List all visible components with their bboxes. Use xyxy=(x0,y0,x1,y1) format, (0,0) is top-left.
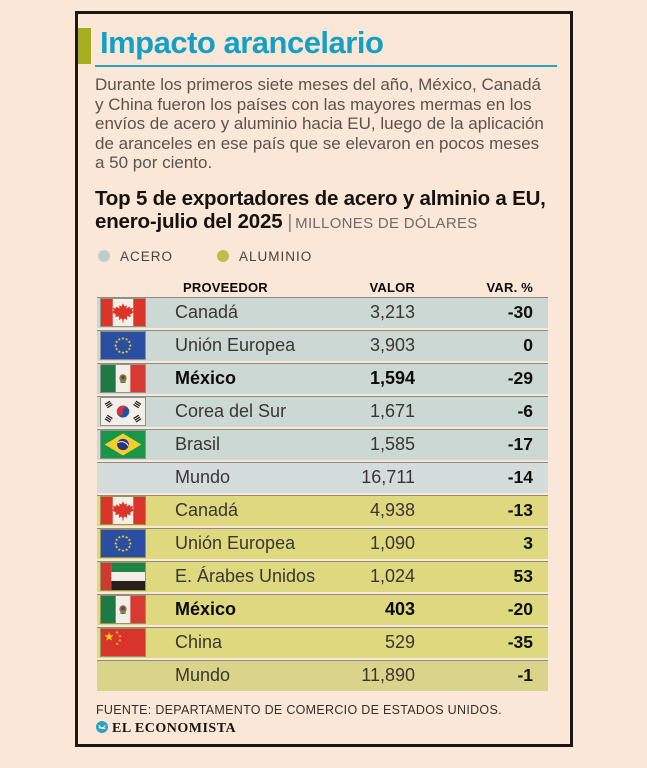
provider-name: Unión Europea xyxy=(175,533,296,554)
provider-name: México xyxy=(175,368,237,389)
var-percent-cell: 3 xyxy=(523,533,533,554)
table-header: PROVEEDOR VALOR VAR. % xyxy=(97,275,548,295)
intro-paragraph: Durante los primeros siete meses del año… xyxy=(95,75,544,173)
table-row: Unión Europea 3,903 0 xyxy=(97,329,548,361)
title-underline xyxy=(95,65,557,68)
var-percent-cell: -6 xyxy=(517,401,533,422)
el-economista-logo-icon xyxy=(96,720,108,738)
provider-name: Corea del Sur xyxy=(175,401,287,422)
value-cell: 529 xyxy=(384,632,415,653)
provider-name: Mundo xyxy=(175,467,231,488)
subtitle-separator: | xyxy=(287,212,293,234)
flag-mexico-icon xyxy=(100,595,146,625)
legend-label-acero: ACERO xyxy=(120,248,174,264)
flag-brazil-icon xyxy=(100,430,146,460)
value-cell: 16,711 xyxy=(361,467,415,488)
flag-eu-icon xyxy=(100,529,146,559)
var-percent-cell: -30 xyxy=(507,302,533,323)
column-header-var: VAR. % xyxy=(486,279,533,295)
provider-name: Canadá xyxy=(175,500,239,521)
table-row: Mundo 11,890 -1 xyxy=(97,659,548,691)
column-header-proveedor: PROVEEDOR xyxy=(183,279,268,295)
data-table: PROVEEDOR VALOR VAR. % Canadá 3,213 -30 Uni… xyxy=(97,275,548,691)
value-cell: 1,090 xyxy=(369,533,415,554)
var-percent-cell: 53 xyxy=(513,566,533,587)
flag-korea-icon xyxy=(100,397,146,427)
value-cell: 11,890 xyxy=(361,665,415,686)
footer: FUENTE: DEPARTAMENTO DE COMERCIO DE ESTA… xyxy=(96,703,554,738)
flag-world-icon xyxy=(101,662,145,689)
provider-name: Canadá xyxy=(175,302,239,323)
table-row: Corea del Sur 1,671 -6 xyxy=(97,395,548,427)
chart-title: Top 5 de exportadores de acero y alminio… xyxy=(95,187,557,236)
value-cell: 1,594 xyxy=(369,368,415,389)
value-cell: 1,024 xyxy=(369,566,415,587)
table-body: Canadá 3,213 -30 Unión Europea 3,903 0 México 1… xyxy=(97,296,548,691)
flag-uae-icon xyxy=(100,562,146,592)
flag-canada-icon xyxy=(100,496,146,526)
accent-bar xyxy=(78,28,91,64)
value-cell: 4,938 xyxy=(369,500,415,521)
value-cell: 1,585 xyxy=(369,434,415,455)
flag-eu-icon xyxy=(100,331,146,361)
var-percent-cell: -20 xyxy=(507,599,533,620)
table-row: Brasil 1,585 -17 xyxy=(97,428,548,460)
flag-canada-icon xyxy=(100,298,146,328)
table-row: México 1,594 -29 xyxy=(97,362,548,394)
brand-row: EL ECONOMISTA xyxy=(96,720,554,738)
var-percent-cell: -14 xyxy=(507,467,533,488)
source-note: FUENTE: DEPARTAMENTO DE COMERCIO DE ESTA… xyxy=(96,702,502,717)
var-percent-cell: -1 xyxy=(517,665,533,686)
provider-name: Mundo xyxy=(175,665,231,686)
provider-name: Brasil xyxy=(175,434,221,455)
page-title: Impacto arancelario xyxy=(100,25,384,60)
table-row: México 403 -20 xyxy=(97,593,548,625)
flag-mexico-icon xyxy=(100,364,146,394)
value-cell: 403 xyxy=(384,599,415,620)
table-row: Mundo 16,711 -14 xyxy=(97,461,548,493)
flag-china-icon xyxy=(100,628,146,658)
aluminio-dot-icon xyxy=(217,250,230,263)
table-row: China 529 -35 xyxy=(97,626,548,658)
brand-name: EL ECONOMISTA xyxy=(112,720,237,736)
var-percent-cell: -17 xyxy=(507,434,533,455)
table-row: Canadá 4,938 -13 xyxy=(97,494,548,526)
legend-label-aluminio: ALUMINIO xyxy=(239,248,313,264)
legend-item-aluminio: ALUMINIO xyxy=(217,249,312,264)
var-percent-cell: -29 xyxy=(507,368,533,389)
table-row: E. Árabes Unidos 1,024 53 xyxy=(97,560,548,592)
table-row: Unión Europea 1,090 3 xyxy=(97,527,548,559)
provider-name: China xyxy=(175,632,223,653)
acero-dot-icon xyxy=(98,250,110,263)
infographic-card: Impacto arancelario Durante los primeros… xyxy=(75,11,573,747)
flag-world-icon xyxy=(101,464,145,491)
value-cell: 3,213 xyxy=(369,302,415,323)
var-percent-cell: -13 xyxy=(507,500,533,521)
table-row: Canadá 3,213 -30 xyxy=(97,296,548,328)
provider-name: Unión Europea xyxy=(175,335,296,356)
chart-title-text: Top 5 de exportadores de acero y alminio… xyxy=(95,186,546,234)
value-cell: 3,903 xyxy=(369,335,415,356)
column-header-valor: VALOR xyxy=(369,279,415,295)
var-percent-cell: 0 xyxy=(523,335,533,356)
units-label: MILLONES DE DÓLARES xyxy=(295,215,478,233)
legend: ACERO ALUMINIO xyxy=(98,249,554,264)
provider-name: E. Árabes Unidos xyxy=(175,566,316,587)
value-cell: 1,671 xyxy=(369,401,415,422)
var-percent-cell: -35 xyxy=(507,632,533,653)
provider-name: México xyxy=(175,599,237,620)
legend-item-acero: ACERO xyxy=(98,249,173,264)
